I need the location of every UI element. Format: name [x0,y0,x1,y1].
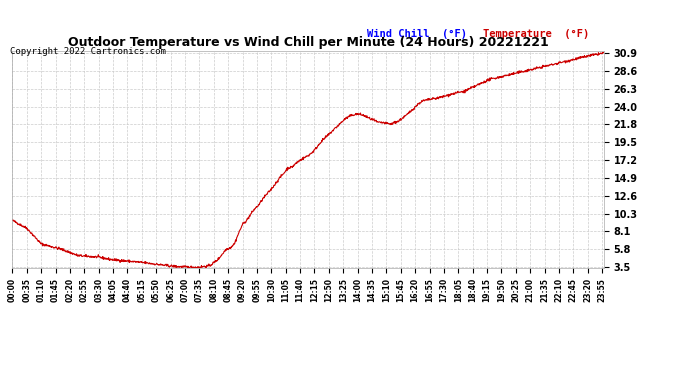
Title: Outdoor Temperature vs Wind Chill per Minute (24 Hours) 20221221: Outdoor Temperature vs Wind Chill per Mi… [68,36,549,50]
Text: Wind Chill  (°F): Wind Chill (°F) [367,28,467,39]
Text: Copyright 2022 Cartronics.com: Copyright 2022 Cartronics.com [10,47,166,56]
Text: Temperature  (°F): Temperature (°F) [482,28,589,39]
